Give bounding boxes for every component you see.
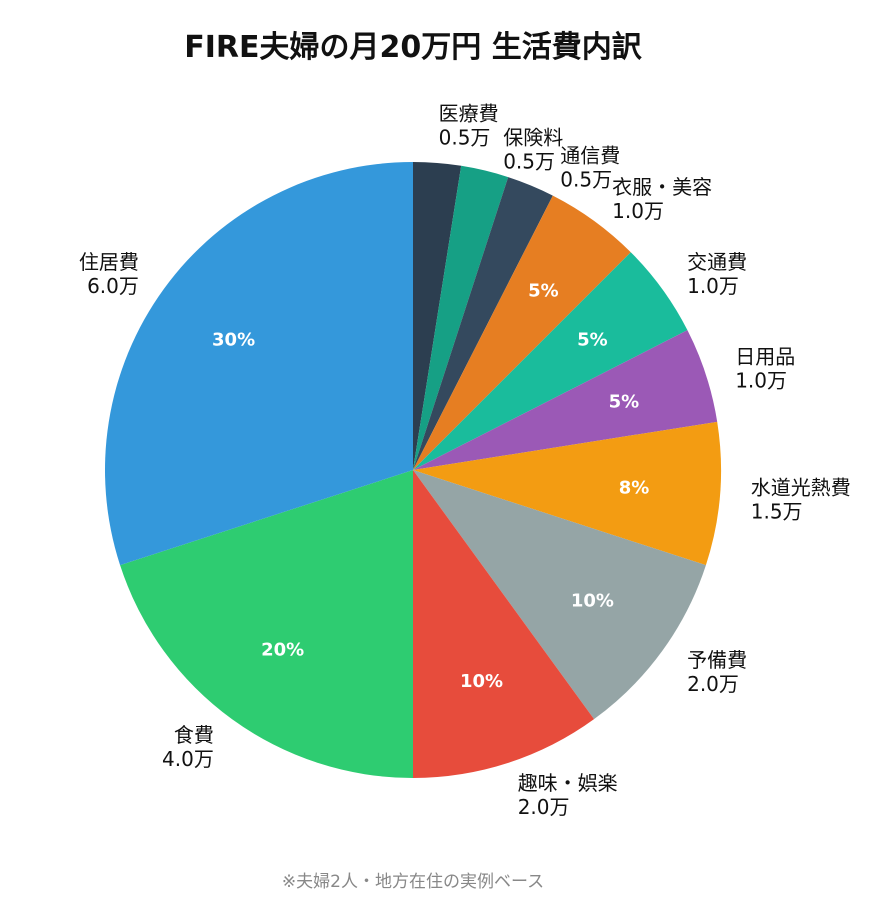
pie-slice-6: [413, 330, 718, 470]
pie-slice-11: [104, 162, 413, 566]
category-label-10: 食費 4.0万: [162, 723, 214, 771]
category-value-1: 0.5万: [439, 126, 491, 150]
category-name-6: 日用品: [735, 344, 795, 368]
category-name-8: 予備費: [687, 648, 747, 672]
pct-label-10: 20%: [261, 639, 304, 660]
pie-slice-8: [413, 470, 706, 720]
pie-slice-10: [120, 470, 414, 778]
category-label-6: 日用品 1.0万: [735, 344, 795, 392]
pie-slices: [104, 162, 721, 778]
pct-label-6: 5%: [609, 391, 640, 412]
category-value-6: 1.0万: [735, 368, 787, 392]
pct-label-11: 30%: [212, 330, 255, 351]
pct-label-5: 5%: [577, 330, 608, 351]
category-label-4: 衣服・美容 1.0万: [612, 175, 712, 223]
pct-label-4: 5%: [528, 281, 559, 302]
category-name-3: 通信費: [560, 144, 620, 168]
category-name-11: 住居費: [79, 250, 139, 274]
pie-slice-1: [413, 162, 462, 470]
pie-slice-7: [413, 421, 721, 566]
category-value-8: 2.0万: [687, 672, 739, 696]
category-name-1: 医療費: [439, 102, 499, 126]
pct-label-7: 8%: [619, 477, 650, 498]
category-label-5: 交通費 1.0万: [687, 250, 747, 298]
category-name-4: 衣服・美容: [612, 175, 712, 199]
pct-label-8: 10%: [571, 590, 614, 611]
footnote: ※夫婦2人・地方在住の実例ベース: [281, 872, 545, 892]
pie-slice-3: [413, 177, 553, 471]
category-value-11: 6.0万: [87, 274, 139, 298]
category-value-3: 0.5万: [560, 168, 612, 192]
category-value-2: 0.5万: [503, 150, 555, 174]
category-value-4: 1.0万: [612, 199, 664, 223]
pie-slice-9: [413, 470, 595, 778]
category-name-2: 保険料: [503, 126, 563, 150]
category-label-7: 水道光熱費 1.5万: [751, 476, 851, 524]
pct-label-9: 10%: [460, 671, 503, 692]
category-label-2: 保険料 0.5万: [503, 126, 563, 174]
pie-slice-2: [413, 165, 509, 470]
category-label-9: 趣味・娯楽 2.0万: [518, 771, 618, 819]
chart-title: FIRE夫婦の月20万円 生活費内訳: [184, 30, 642, 65]
percent-labels: 5% 5% 5% 8% 10% 10% 20% 30%: [212, 281, 649, 692]
pie-slice-5: [413, 252, 688, 470]
category-name-5: 交通費: [687, 250, 747, 274]
category-value-10: 4.0万: [162, 747, 214, 771]
category-name-7: 水道光熱費: [751, 476, 851, 500]
category-label-8: 予備費 2.0万: [687, 648, 747, 696]
category-name-10: 食費: [174, 723, 214, 747]
category-value-5: 1.0万: [687, 274, 739, 298]
category-value-9: 2.0万: [518, 795, 570, 819]
category-name-9: 趣味・娯楽: [518, 771, 618, 795]
category-label-1: 医療費 0.5万: [439, 102, 499, 150]
category-label-11: 住居費 6.0万: [79, 250, 139, 298]
category-value-7: 1.5万: [751, 500, 803, 524]
category-label-3: 通信費 0.5万: [560, 144, 620, 192]
pie-slice-4: [413, 195, 631, 470]
